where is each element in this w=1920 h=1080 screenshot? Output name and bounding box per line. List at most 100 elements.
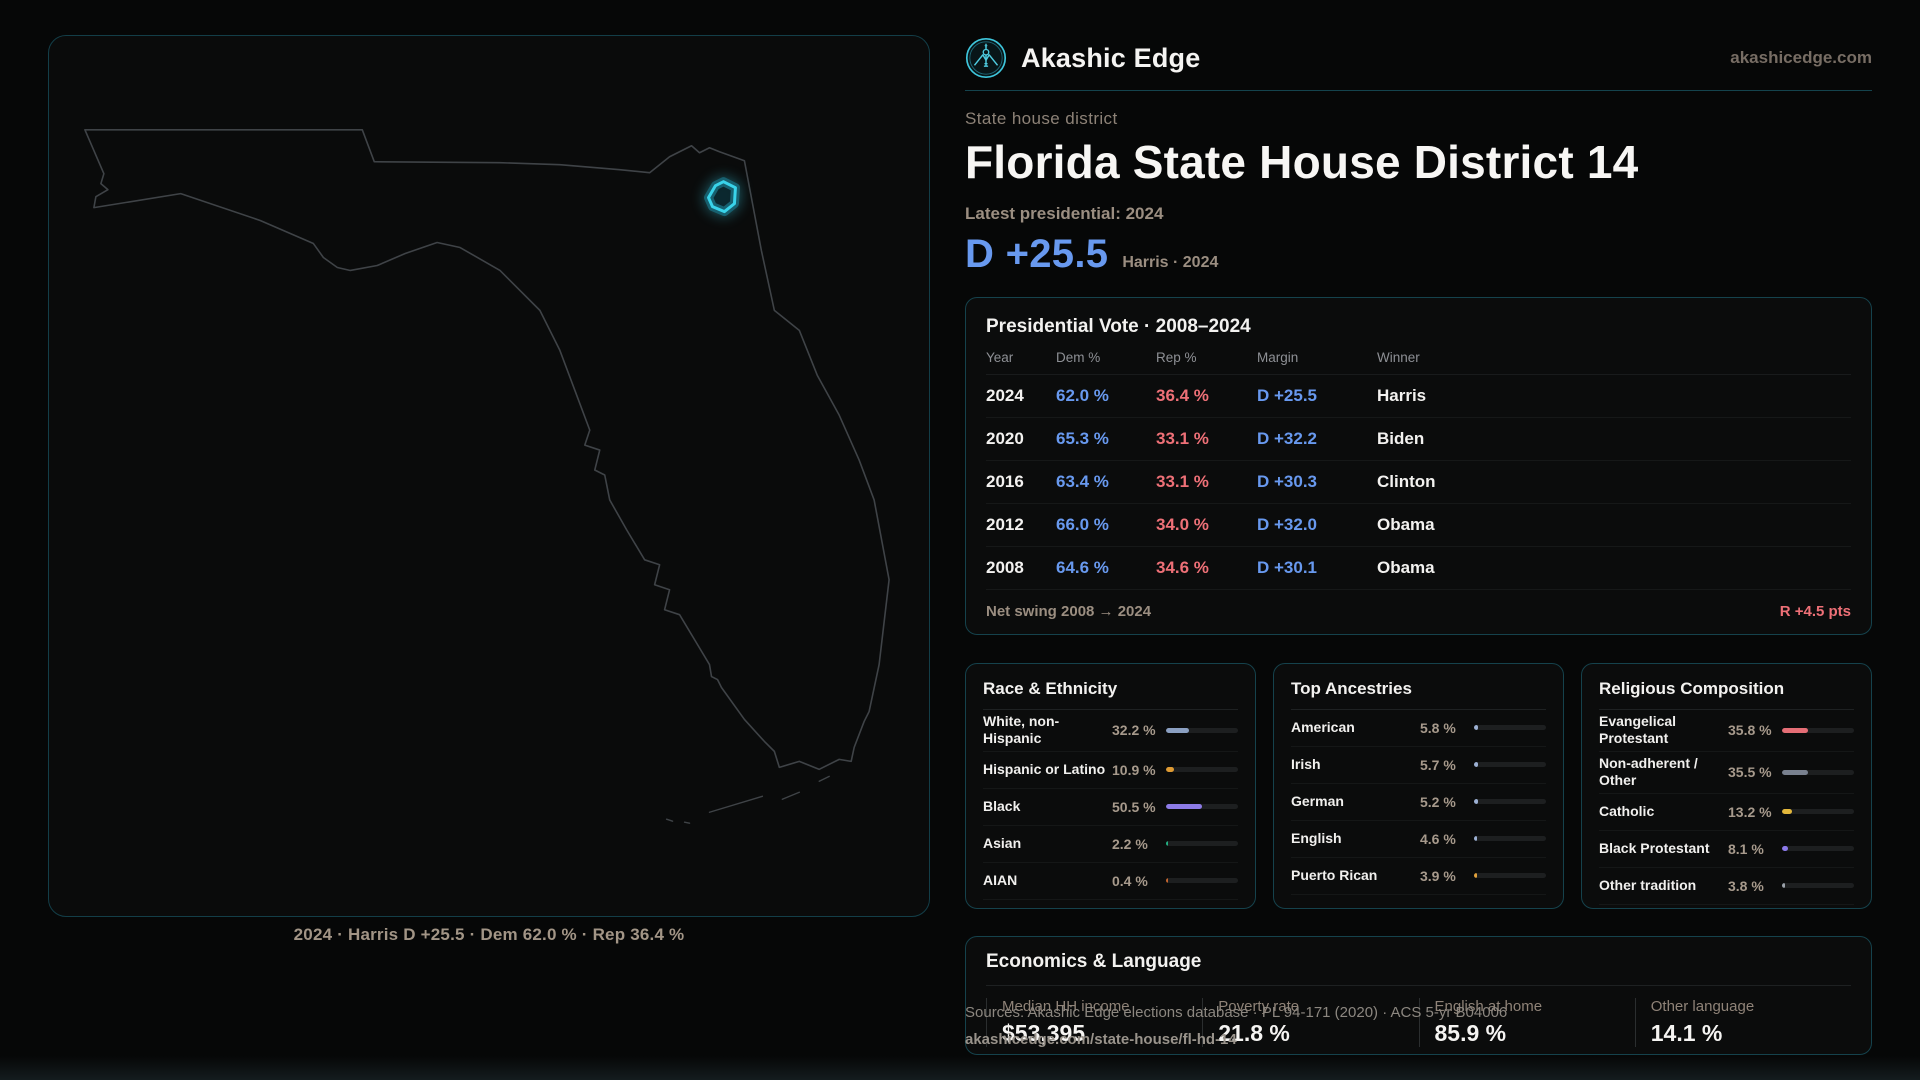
category-bar [1782, 883, 1854, 889]
category-value: 0.4 % [1112, 872, 1148, 889]
district-type-kicker: State house district [965, 109, 1118, 128]
brand-name: Akashic Edge [1021, 42, 1201, 73]
category-bar [1782, 769, 1854, 775]
column-header: Year [986, 349, 1014, 365]
category-value: 5.2 % [1420, 793, 1456, 810]
divider [983, 708, 1238, 710]
category-bar [1782, 809, 1854, 815]
column-header: Margin [1257, 349, 1299, 365]
list-item: Hispanic or Latino 10.9 % [983, 752, 1238, 789]
column-header: Dem % [1056, 349, 1101, 365]
stat-poverty-rate: Poverty rate 21.8 % [1202, 997, 1418, 1047]
category-label: Hispanic or Latino [983, 761, 1106, 778]
category-value: 5.8 % [1420, 719, 1456, 736]
stat-label: English at home [1434, 997, 1543, 1015]
cell-winner: Obama [1377, 514, 1435, 534]
category-label: Black [983, 798, 1021, 815]
net-swing-row: Net swing 2008 → 2024 R +4.5 pts [986, 590, 1851, 620]
category-label: Catholic [1599, 803, 1655, 820]
cell-rep-pct: 34.0 % [1156, 514, 1209, 534]
category-label: AIAN [983, 872, 1018, 889]
divider [1291, 708, 1546, 710]
cell-dem-pct: 66.0 % [1056, 514, 1109, 534]
category-bar [1782, 727, 1854, 733]
list-item: Puerto Rican 3.9 % [1291, 858, 1546, 895]
cell-rep-pct: 33.1 % [1156, 428, 1209, 448]
card-title: Economics & Language [986, 950, 1202, 972]
card-title: Race & Ethnicity [983, 678, 1118, 698]
divider [986, 984, 1851, 986]
cell-margin: D +25.5 [1257, 385, 1318, 405]
category-label: American [1291, 719, 1355, 736]
category-value: 3.8 % [1728, 877, 1764, 894]
list-item: White, non-Hispanic 32.2 % [983, 710, 1238, 752]
list-item: Asian 2.2 % [983, 826, 1238, 863]
net-swing-value: R +4.5 pts [1779, 602, 1851, 620]
category-value: 35.8 % [1728, 722, 1772, 739]
permalink-url[interactable]: akashicedge.com/state-house/fl-hd-14 [965, 1031, 1237, 1048]
list-item: American 5.8 % [1291, 710, 1546, 747]
stat-label: Other language [1650, 997, 1755, 1015]
cell-year: 2008 [986, 557, 1024, 577]
race-ethnicity-card: Race & Ethnicity White, non-Hispanic 32.… [965, 662, 1256, 909]
list-item: Non-adherent / Other 35.5 % [1599, 752, 1854, 794]
cell-year: 2024 [986, 385, 1024, 405]
sources-line: Sources: Akashic Edge elections database… [965, 1004, 1508, 1021]
category-bar [1166, 767, 1238, 773]
category-label: English [1291, 830, 1342, 847]
category-bar [1166, 804, 1238, 810]
category-value: 2.2 % [1112, 835, 1148, 852]
list-item: Other tradition 3.8 % [1599, 868, 1854, 905]
category-label: Asian [983, 835, 1022, 852]
page-title: Florida State House District 14 [965, 136, 1639, 188]
category-label: Puerto Rican [1291, 867, 1378, 884]
list-item: Catholic 13.2 % [1599, 794, 1854, 831]
cell-winner: Obama [1377, 557, 1435, 577]
cell-year: 2020 [986, 428, 1024, 448]
akashic-edge-logo-icon [965, 37, 1007, 79]
stat-value: 85.9 % [1434, 1019, 1507, 1046]
category-value: 35.5 % [1728, 764, 1772, 781]
table-row: 2016 63.4 % 33.1 % D +30.3 Clinton [986, 461, 1851, 504]
category-label: Black Protestant [1599, 840, 1710, 857]
brand-header: Akashic Edge akashicedge.com [965, 37, 1872, 79]
category-value: 13.2 % [1728, 803, 1772, 820]
category-bar [1474, 762, 1546, 768]
category-value: 50.5 % [1112, 798, 1156, 815]
brand-domain-link[interactable]: akashicedge.com [1730, 48, 1872, 67]
stat-value: $53,395 [1002, 1019, 1086, 1046]
list-item: German 5.2 % [1291, 784, 1546, 821]
category-label: Evangelical Protestant [1599, 712, 1677, 747]
list-item: Black Protestant 8.1 % [1599, 831, 1854, 868]
stat-label: Median HH income [1002, 997, 1130, 1015]
divider [1599, 708, 1854, 710]
economics-language-card: Economics & Language Median HH income $5… [965, 935, 1872, 1055]
category-label: Non-adherent / Other [1599, 754, 1698, 789]
district-14-highlight[interactable] [704, 177, 740, 217]
report-panel: Akashic Edge akashicedge.com State house… [965, 0, 1872, 1055]
category-bar [1474, 799, 1546, 805]
category-bar [1166, 878, 1238, 884]
cell-winner: Biden [1377, 428, 1425, 448]
cell-dem-pct: 64.6 % [1056, 557, 1109, 577]
card-title: Top Ancestries [1291, 678, 1412, 698]
category-value: 5.7 % [1420, 756, 1456, 773]
cell-winner: Harris [1377, 385, 1427, 405]
footer-sources: Sources: Akashic Edge elections database… [965, 999, 1565, 1053]
demographics-row: Race & Ethnicity White, non-Hispanic 32.… [965, 662, 1872, 909]
list-item: AIAN 0.4 % [983, 863, 1238, 900]
cell-winner: Clinton [1377, 471, 1436, 491]
table-row: 2008 64.6 % 34.6 % D +30.1 Obama [986, 547, 1851, 590]
stat-median-hh-income: Median HH income $53,395 [986, 997, 1202, 1047]
category-bar [1782, 846, 1854, 852]
table-row: 2012 66.0 % 34.0 % D +32.0 Obama [986, 504, 1851, 547]
table-row: 2024 62.0 % 36.4 % D +25.5 Harris [986, 375, 1851, 418]
cell-dem-pct: 63.4 % [1056, 471, 1109, 491]
table-header-row: Year Dem % Rep % Margin Winner [986, 338, 1851, 375]
card-title: Religious Composition [1599, 678, 1785, 698]
category-bar [1166, 727, 1238, 733]
cell-rep-pct: 34.6 % [1156, 557, 1209, 577]
cell-year: 2012 [986, 514, 1024, 534]
latest-presidential-label: Latest presidential: 2024 [965, 203, 1164, 223]
